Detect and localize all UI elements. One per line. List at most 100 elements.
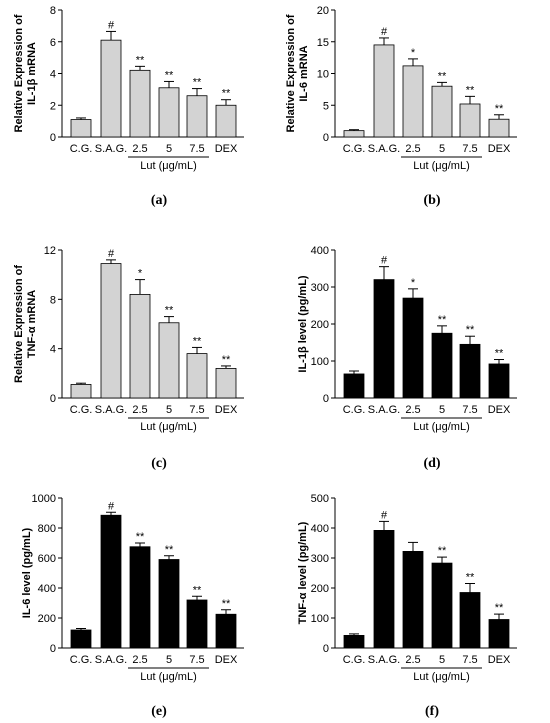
y-axis-label: Relative Expression of xyxy=(285,14,297,132)
category-label: S.A.G. xyxy=(95,654,127,666)
category-label: C.G. xyxy=(343,143,366,155)
category-label: 7.5 xyxy=(189,143,204,155)
bar xyxy=(459,343,481,399)
significance-label: ** xyxy=(193,335,202,347)
significance-label: # xyxy=(108,248,115,260)
category-label: C.G. xyxy=(343,404,366,416)
bar xyxy=(488,363,510,399)
y-tick-label: 12 xyxy=(44,245,56,257)
y-tick-label: 0 xyxy=(50,132,56,144)
y-tick-label: 0 xyxy=(323,643,329,655)
significance-label: ** xyxy=(466,84,475,96)
group-label: Lut (μg/mL) xyxy=(140,160,196,172)
significance-label: ** xyxy=(466,572,475,584)
bar xyxy=(158,322,180,399)
category-label: DEX xyxy=(215,404,238,416)
panel-label: (d) xyxy=(423,456,440,471)
y-tick-label: 200 xyxy=(311,319,329,331)
category-label: 5 xyxy=(166,654,172,666)
significance-label: ** xyxy=(495,348,504,360)
group-label: Lut (μg/mL) xyxy=(140,671,196,683)
significance-label: ** xyxy=(165,305,174,317)
bar xyxy=(70,119,92,138)
bar xyxy=(100,263,122,399)
group-label: Lut (μg/mL) xyxy=(413,671,469,683)
y-tick-label: 800 xyxy=(38,523,56,535)
y-tick-label: 300 xyxy=(311,553,329,565)
category-label: S.A.G. xyxy=(368,143,400,155)
y-axis-label: IL-1β level (pg/mL) xyxy=(297,275,309,373)
bar xyxy=(373,530,395,649)
category-label: DEX xyxy=(488,143,511,155)
category-label: 7.5 xyxy=(462,404,477,416)
significance-label: ** xyxy=(136,54,145,66)
significance-label: ** xyxy=(495,602,504,614)
y-axis-label: Relative Expression of xyxy=(13,265,25,383)
group-label: Lut (μg/mL) xyxy=(413,421,469,433)
bar xyxy=(186,353,208,399)
category-label: 5 xyxy=(166,143,172,155)
panel-label: (b) xyxy=(423,193,440,208)
bar xyxy=(488,619,510,649)
bar xyxy=(129,293,151,399)
y-tick-label: 100 xyxy=(311,613,329,625)
y-tick-label: 15 xyxy=(317,37,329,49)
bar xyxy=(215,367,237,399)
bar xyxy=(343,373,365,399)
category-label: 2.5 xyxy=(132,143,147,155)
y-tick-label: 0 xyxy=(323,393,329,405)
panel-label: (a) xyxy=(151,193,168,208)
y-tick-label: 20 xyxy=(317,5,329,17)
y-tick-label: 0 xyxy=(50,393,56,405)
panel-6: 0 100 200 300 400 500 C.G. # S.A.G. 2.5 ** 5 ** 7.5 **… xyxy=(297,493,517,719)
panel-3: 0 4 8 12 C.G. # S.A.G. * 2.5 ** 5 ** 7.5 ** DEX Lut (μg… xyxy=(13,245,244,471)
category-label: C.G. xyxy=(343,654,366,666)
y-tick-label: 100 xyxy=(311,356,329,368)
significance-label: ** xyxy=(495,103,504,115)
significance-label: # xyxy=(108,19,115,31)
category-label: S.A.G. xyxy=(368,404,400,416)
y-tick-label: 400 xyxy=(38,583,56,595)
y-tick-label: 10 xyxy=(317,69,329,81)
y-tick-label: 0 xyxy=(50,643,56,655)
bar xyxy=(70,629,92,649)
significance-label: * xyxy=(411,47,416,59)
bar xyxy=(158,87,180,138)
significance-label: ** xyxy=(438,314,447,326)
category-label: DEX xyxy=(488,404,511,416)
significance-label: ** xyxy=(466,324,475,336)
significance-label: # xyxy=(381,26,388,38)
panel-label: (f) xyxy=(425,704,439,719)
category-label: 7.5 xyxy=(462,143,477,155)
y-tick-label: 4 xyxy=(50,69,56,81)
bar xyxy=(100,39,122,138)
category-label: C.G. xyxy=(70,143,93,155)
bar xyxy=(488,118,510,138)
category-label: DEX xyxy=(488,654,511,666)
category-label: DEX xyxy=(215,143,238,155)
y-tick-label: 0 xyxy=(323,132,329,144)
category-label: S.A.G. xyxy=(95,404,127,416)
bar xyxy=(343,130,365,138)
bar xyxy=(431,562,453,649)
category-label: 2.5 xyxy=(132,404,147,416)
panel-label: (c) xyxy=(151,456,167,471)
panel-1: 0 2 4 6 8 C.G. # S.A.G. ** 2.5 ** 5 ** 7.5 ** DEX Lut (μ… xyxy=(13,5,244,208)
category-label: 2.5 xyxy=(405,654,420,666)
significance-label: ** xyxy=(193,584,202,596)
significance-label: ** xyxy=(193,77,202,89)
y-tick-label: 8 xyxy=(50,5,56,17)
y-axis-label: Relative Expression of xyxy=(13,14,25,132)
significance-label: # xyxy=(381,255,388,267)
category-label: 2.5 xyxy=(132,654,147,666)
bar xyxy=(402,65,424,138)
significance-label: ** xyxy=(222,598,231,610)
bar xyxy=(186,599,208,649)
bar xyxy=(459,103,481,138)
y-tick-label: 6 xyxy=(50,37,56,49)
significance-label: ** xyxy=(136,531,145,543)
category-label: DEX xyxy=(215,654,238,666)
bar xyxy=(186,95,208,138)
group-label: Lut (μg/mL) xyxy=(413,160,469,172)
y-axis-label: TNF-α mRNA xyxy=(26,290,38,359)
